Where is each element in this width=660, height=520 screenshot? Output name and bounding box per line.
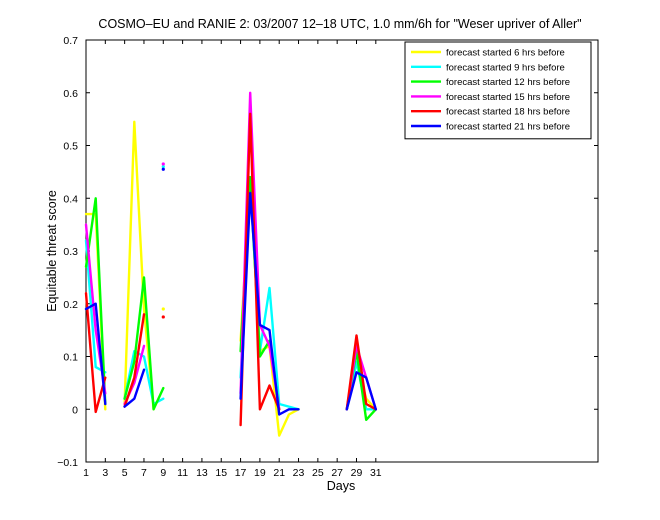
y-axis: −0.1 0 0.1 0.2 0.3 0.4 0.5 0.6 0.7	[57, 35, 598, 469]
x-tick-label: 23	[293, 467, 305, 479]
x-tick-label: 11	[177, 467, 188, 479]
series-line	[123, 313, 146, 408]
legend-label: forecast started 12 hrs before	[446, 77, 570, 88]
x-tick-label: 9	[160, 467, 166, 479]
series-point	[161, 315, 165, 319]
series-5	[84, 112, 377, 427]
y-axis-label: Equitable threat score	[45, 190, 59, 312]
series-line	[345, 334, 377, 411]
y-tick-label: 0.5	[63, 141, 78, 153]
x-tick-label: 5	[122, 467, 128, 479]
x-tick-label: 1	[83, 467, 89, 479]
legend-label: forecast started 15 hrs before	[446, 92, 570, 103]
series-line	[84, 197, 107, 406]
series-6	[84, 167, 377, 416]
series-line	[84, 302, 107, 406]
legend-label: forecast started 21 hrs before	[446, 122, 570, 133]
x-axis: 1 3 5 7 9 11 13 15 17 19 21 23 25 27 29 31	[83, 40, 382, 479]
x-tick-label: 25	[312, 467, 324, 479]
x-tick-label: 13	[196, 467, 208, 479]
x-tick-label: 15	[215, 467, 227, 479]
series-line	[239, 112, 281, 427]
legend: forecast started 6 hrs before forecast st…	[404, 41, 592, 140]
x-tick-label: 7	[141, 467, 147, 479]
y-tick-label: 0.4	[63, 193, 78, 205]
series-line	[239, 191, 300, 416]
series-point	[161, 307, 165, 311]
x-tick-label: 3	[102, 467, 108, 479]
x-tick-label: 17	[235, 467, 247, 479]
y-tick-label: 0.3	[63, 246, 78, 258]
y-tick-label: 0.1	[63, 352, 78, 364]
x-axis-label: Days	[327, 479, 355, 493]
series-point	[161, 165, 165, 169]
series-line	[123, 368, 146, 408]
x-tick-label: 27	[331, 467, 343, 479]
y-tick-label: 0.6	[63, 88, 78, 100]
series-line	[123, 276, 165, 411]
plot-series	[84, 91, 377, 437]
x-tick-label: 29	[351, 467, 363, 479]
x-tick-label: 19	[254, 467, 266, 479]
series-line	[345, 371, 377, 411]
legend-label: forecast started 9 hrs before	[446, 62, 565, 73]
legend-label: forecast started 6 hrs before	[446, 48, 565, 59]
legend-box	[404, 41, 592, 140]
x-tick-label: 21	[273, 467, 285, 479]
y-tick-label: 0.7	[63, 35, 78, 47]
series-line	[84, 292, 107, 414]
y-tick-label: 0.2	[63, 299, 78, 311]
chart-title: COSMO–EU and RANIE 2: 03/2007 12–18 UTC,…	[98, 17, 581, 31]
y-tick-label: 0	[72, 404, 78, 416]
series-point	[161, 167, 165, 171]
series-point	[161, 162, 165, 166]
legend-label: forecast started 18 hrs before	[446, 107, 570, 118]
y-tick-label: −0.1	[57, 457, 78, 469]
x-tick-label: 31	[370, 467, 382, 479]
